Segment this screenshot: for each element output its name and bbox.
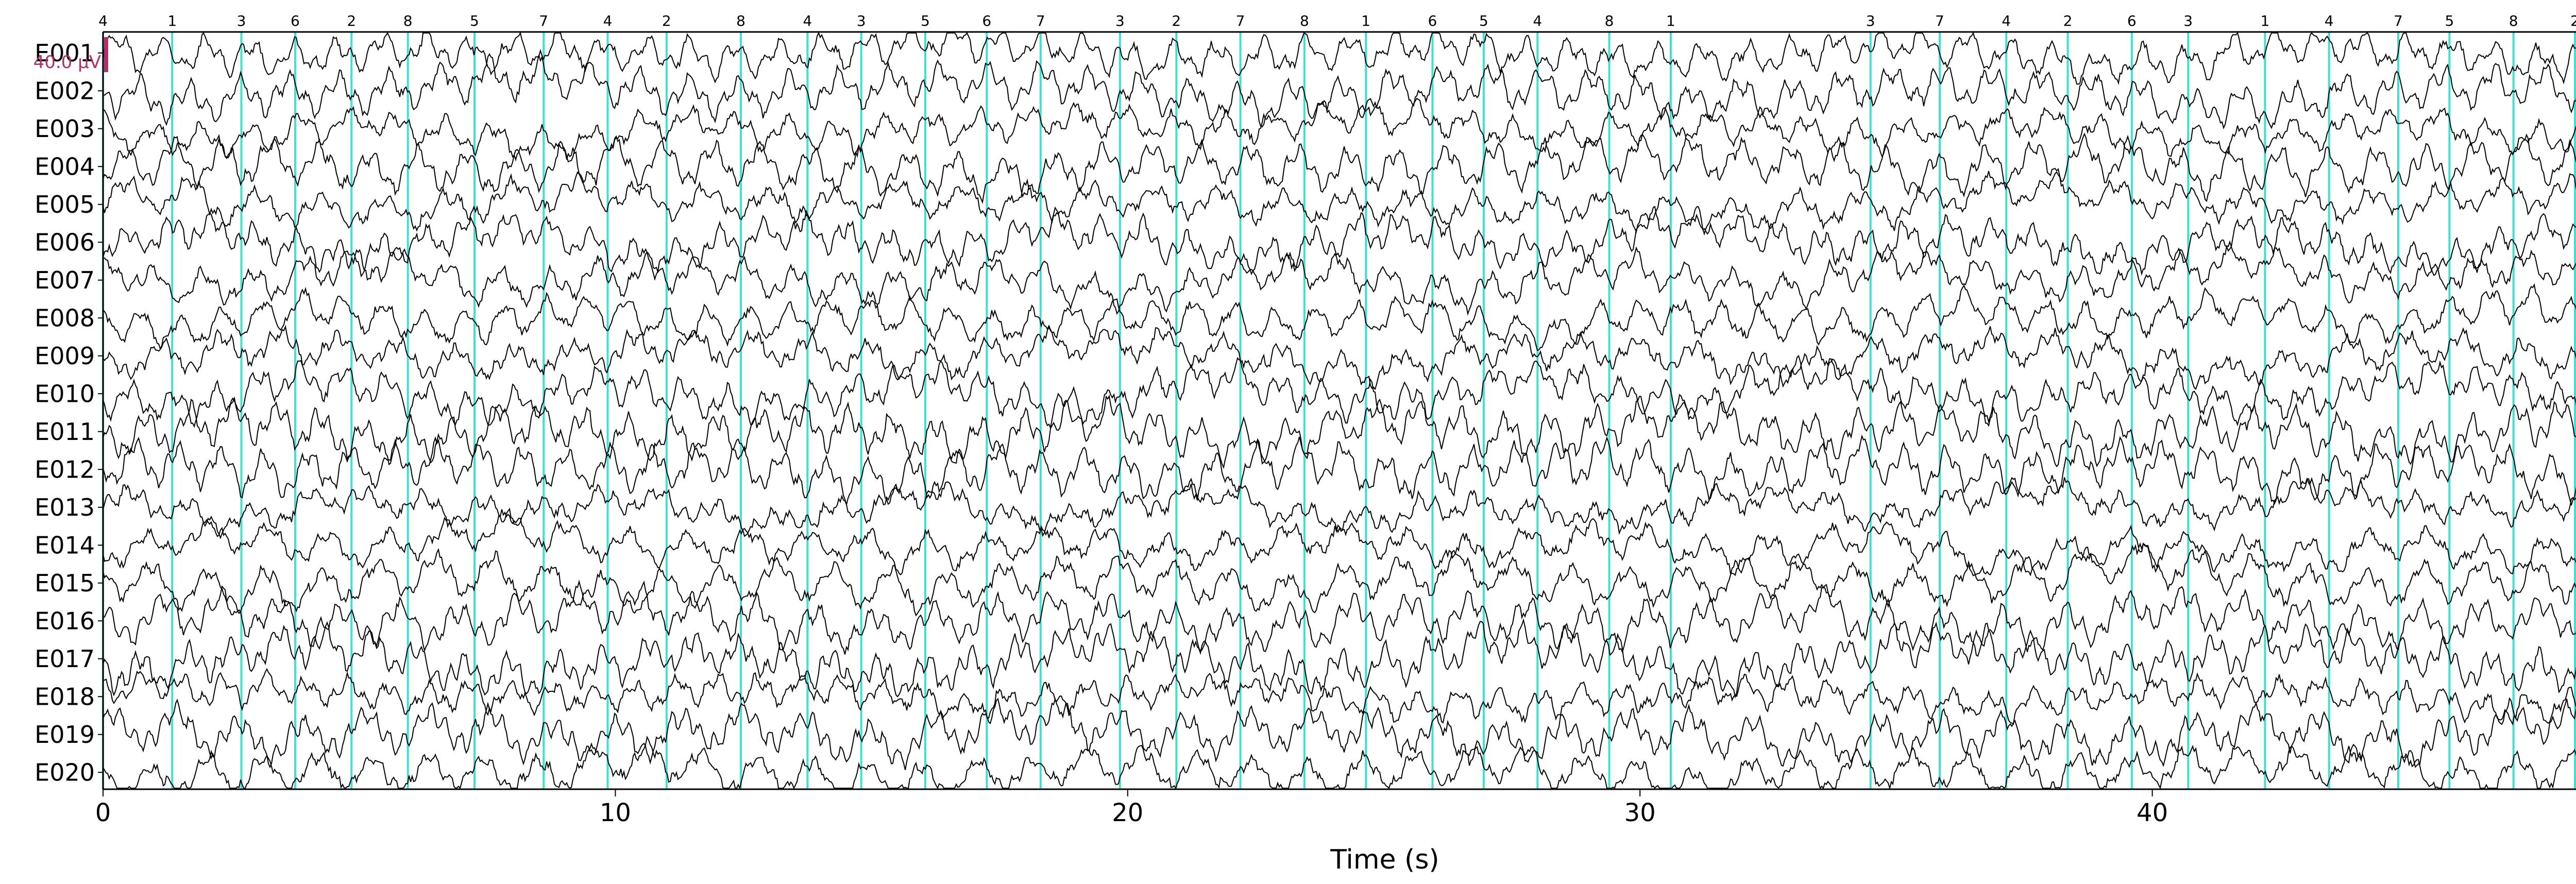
event-label: 8: [403, 12, 413, 29]
channel-label: E010: [35, 380, 95, 407]
channel-label: E006: [35, 228, 95, 256]
event-label: 2: [1172, 12, 1181, 29]
scale-bar-label: 40.0 µV: [33, 52, 101, 73]
trace-e016: [103, 579, 2576, 657]
event-label: 5: [470, 12, 479, 29]
trace-e009: [103, 325, 2576, 390]
event-label: 4: [603, 12, 613, 29]
event-label: 6: [1428, 12, 1437, 29]
channel-label: E019: [35, 721, 95, 749]
channel-label: E011: [35, 418, 95, 446]
event-label: 7: [1236, 12, 1245, 29]
x-axis-label: Time (s): [1330, 844, 1439, 875]
plot-frame: [102, 31, 2576, 790]
event-label: 6: [982, 12, 991, 29]
channel-label: E009: [35, 342, 95, 370]
event-label: 4: [2325, 12, 2334, 29]
trace-e007: [103, 240, 2576, 316]
channel-label: E012: [35, 455, 95, 483]
trace-e012: [103, 434, 2576, 507]
event-label: 3: [2183, 12, 2193, 29]
event-label: 7: [1935, 12, 1944, 29]
channel-label: E020: [35, 758, 95, 786]
event-label: 6: [2127, 12, 2137, 29]
x-axis: 01020304050: [95, 789, 2168, 827]
trace-e010: [103, 354, 2576, 430]
event-markers: 4 1 3 6 2 8 5 7 4 2 8 4 3 5 6 7 3 2 7 8 1 6 5 4 8 1 3 7 4 2 6 3 1 4 7 5 8 2: [98, 12, 2576, 789]
event-label: 1: [2260, 12, 2269, 29]
trace-e017: [103, 618, 2576, 699]
event-label: 4: [2002, 12, 2011, 29]
event-label: 6: [291, 12, 300, 29]
channel-label: E001: [35, 39, 95, 67]
trace-e011: [103, 394, 2576, 469]
trace-e015: [103, 543, 2576, 617]
event-label: 7: [539, 12, 548, 29]
event-label: 8: [736, 12, 745, 29]
event-label: 2: [2570, 12, 2576, 29]
channel-label: E008: [35, 304, 95, 332]
event-label: 3: [237, 12, 246, 29]
x-tick-label: 40: [2137, 798, 2168, 827]
trace-e004: [103, 132, 2576, 205]
event-label: 8: [1605, 12, 1614, 29]
event-label: 4: [803, 12, 812, 29]
event-label: 1: [1666, 12, 1675, 29]
channel-label: E004: [35, 152, 95, 180]
x-tick-label: 10: [600, 798, 631, 827]
event-label: 1: [167, 12, 177, 29]
trace-e006: [103, 206, 2576, 281]
event-label: 5: [1479, 12, 1488, 29]
channel-label: E016: [35, 607, 95, 635]
channel-label: E003: [35, 115, 95, 143]
trace-e018: [103, 668, 2576, 726]
event-label: 4: [98, 12, 108, 29]
trace-e005: [103, 171, 2576, 236]
channel-label: E017: [35, 645, 95, 673]
channel-label: E007: [35, 266, 95, 294]
event-label: 2: [347, 12, 356, 29]
event-label: 7: [2394, 12, 2403, 29]
trace-e019: [103, 697, 2576, 770]
event-label: 2: [662, 12, 671, 29]
channel-label: E013: [35, 494, 95, 521]
trace-e020: [103, 735, 2576, 790]
trace-e001: [103, 31, 2576, 86]
trace-e008: [103, 283, 2576, 351]
channel-labels: E001 E002 E003 E004 E005 E006 E007 E008 E009 E010…: [35, 39, 103, 786]
x-tick-label: 30: [1624, 798, 1656, 827]
event-label: 3: [1115, 12, 1125, 29]
event-label: 4: [1533, 12, 1542, 29]
event-label: 1: [1361, 12, 1370, 29]
event-label: 8: [2509, 12, 2518, 29]
event-label: 5: [2445, 12, 2454, 29]
x-tick-label: 0: [95, 798, 111, 827]
event-label: 2: [2063, 12, 2073, 29]
channel-label: E018: [35, 683, 95, 710]
event-label: 5: [921, 12, 930, 29]
event-label: 7: [1036, 12, 1045, 29]
trace-e003: [103, 97, 2576, 163]
trace-e002: [103, 53, 2576, 130]
channel-label: E002: [35, 77, 95, 105]
event-label: 3: [1866, 12, 1875, 29]
event-label: 8: [1300, 12, 1309, 29]
event-label: 3: [857, 12, 866, 29]
channel-label: E015: [35, 569, 95, 597]
amplitude-scale-bar: 40.0 µV: [33, 37, 108, 73]
channel-label: E014: [35, 531, 95, 559]
eeg-traces: [103, 31, 2576, 790]
trace-e013: [103, 477, 2576, 539]
channel-label: E005: [35, 191, 95, 218]
x-tick-label: 20: [1112, 798, 1143, 827]
trace-e014: [103, 509, 2576, 576]
